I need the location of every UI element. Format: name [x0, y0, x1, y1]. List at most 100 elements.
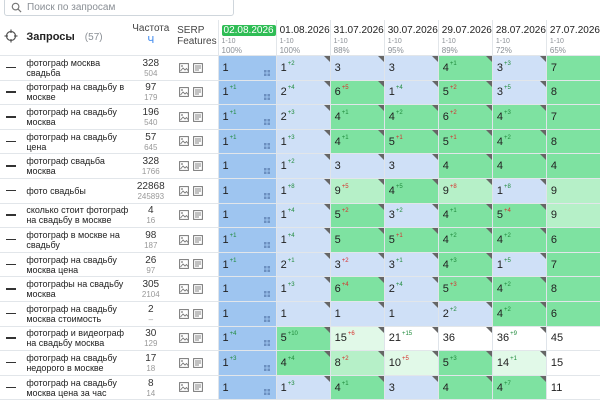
header-date-2[interactable]: 31.07.2026 1-10 88% [329, 20, 385, 56]
remove-icon[interactable] [5, 165, 16, 167]
position-cell[interactable]: 1+4 [275, 203, 331, 229]
query-cell[interactable]: фотограф москва свадьба [21, 55, 131, 81]
position-cell[interactable]: 4+2 [491, 227, 547, 253]
position-cell[interactable]: 21+15 [383, 326, 439, 352]
position-cell[interactable]: 3 [329, 55, 385, 81]
header-date-5[interactable]: 28.07.2026 1-10 72% [491, 20, 547, 56]
position-cell[interactable]: 4+2 [437, 227, 493, 253]
grid-icon[interactable] [263, 364, 270, 371]
position-cell[interactable]: 5+1 [383, 227, 439, 253]
snippet-icon[interactable] [193, 185, 204, 196]
position-cell[interactable]: 3+2 [329, 252, 385, 278]
position-cell[interactable]: 4+5 [383, 178, 439, 204]
position-cell[interactable]: 7 [545, 252, 600, 278]
remove-icon[interactable] [5, 337, 16, 339]
snippet-icon[interactable] [193, 234, 204, 245]
position-cell[interactable]: 1 [217, 276, 277, 302]
query-cell[interactable]: фотограф свадьба москва [21, 153, 131, 179]
position-cell[interactable]: 3 [383, 375, 439, 400]
snippet-icon[interactable] [193, 62, 204, 73]
target-icon[interactable] [4, 29, 18, 43]
image-icon[interactable] [179, 284, 190, 294]
position-cell[interactable]: 5+3 [437, 276, 493, 302]
remove-icon[interactable] [5, 386, 16, 389]
image-icon[interactable] [179, 87, 190, 98]
remove-icon[interactable] [5, 361, 16, 364]
position-cell[interactable]: 3+5 [491, 80, 547, 106]
image-icon[interactable] [179, 111, 190, 122]
remove-icon[interactable] [5, 66, 16, 69]
grid-icon[interactable] [263, 94, 270, 101]
remove-icon[interactable] [5, 238, 16, 241]
remove-icon[interactable] [5, 312, 16, 315]
remove-icon[interactable] [5, 140, 16, 143]
remove-icon[interactable] [5, 116, 16, 118]
position-cell[interactable]: 4 [491, 153, 547, 179]
query-cell[interactable]: фотограф на свадьбу москва стоимость [21, 301, 131, 327]
image-icon[interactable] [179, 333, 190, 343]
grid-icon[interactable] [263, 241, 270, 248]
position-cell[interactable]: 1+2 [275, 55, 331, 81]
position-cell[interactable]: 1 [275, 301, 331, 327]
position-cell[interactable]: 4+1 [437, 203, 493, 229]
grid-icon[interactable] [263, 340, 270, 347]
position-cell[interactable]: 36 [437, 326, 493, 352]
image-icon[interactable] [179, 308, 190, 319]
position-cell[interactable]: 4 [437, 153, 493, 179]
image-icon[interactable] [179, 136, 190, 147]
snippet-icon[interactable] [193, 87, 204, 98]
position-cell[interactable]: 8+2 [329, 350, 385, 376]
position-cell[interactable]: 1+1 [217, 129, 277, 155]
query-cell[interactable]: фото свадьбы [21, 178, 131, 204]
search-input[interactable] [27, 0, 227, 14]
position-cell[interactable]: 5+4 [491, 203, 547, 229]
position-cell[interactable]: 8 [545, 80, 600, 106]
position-cell[interactable]: 6 [545, 301, 600, 327]
snippet-icon[interactable] [193, 161, 204, 171]
image-icon[interactable] [179, 210, 190, 221]
image-icon[interactable] [179, 62, 190, 73]
remove-icon[interactable] [5, 91, 16, 93]
position-cell[interactable]: 9 [545, 178, 600, 204]
position-cell[interactable]: 5+1 [437, 129, 493, 155]
position-cell[interactable]: 1+1 [217, 104, 277, 130]
position-cell[interactable]: 1+3 [217, 350, 277, 376]
header-date-3[interactable]: 30.07.2026 1-10 95% [383, 20, 439, 56]
grid-icon[interactable] [263, 118, 270, 125]
grid-icon[interactable] [263, 389, 270, 396]
position-cell[interactable]: 3+3 [491, 55, 547, 81]
position-cell[interactable]: 4+2 [491, 301, 547, 327]
position-cell[interactable]: 10+5 [383, 350, 439, 376]
remove-icon[interactable] [5, 214, 16, 216]
position-cell[interactable]: 1 [217, 375, 277, 400]
position-cell[interactable]: 7 [545, 55, 600, 81]
position-cell[interactable]: 1+4 [383, 80, 439, 106]
snippet-icon[interactable] [193, 333, 204, 343]
remove-icon[interactable] [5, 263, 16, 266]
position-cell[interactable]: 1 [217, 153, 277, 179]
position-cell[interactable]: 1+3 [275, 129, 331, 155]
position-cell[interactable]: 2+4 [275, 80, 331, 106]
position-cell[interactable]: 1 [217, 55, 277, 81]
position-cell[interactable]: 4+2 [383, 104, 439, 130]
position-cell[interactable]: 9 [545, 203, 600, 229]
position-cell[interactable]: 4+1 [437, 55, 493, 81]
position-cell[interactable]: 5 [329, 227, 385, 253]
remove-icon[interactable] [5, 288, 16, 290]
query-cell[interactable]: фотограф в москве на свадьбу [21, 227, 131, 253]
position-cell[interactable]: 6+2 [437, 104, 493, 130]
remove-icon[interactable] [5, 189, 16, 192]
position-cell[interactable]: 4+3 [491, 104, 547, 130]
snippet-icon[interactable] [193, 357, 204, 368]
frequency-type-link[interactable]: Ч [147, 35, 155, 46]
position-cell[interactable]: 4+2 [491, 129, 547, 155]
header-date-6[interactable]: 27.07.2026 1-10 65% [545, 20, 600, 56]
header-date-4[interactable]: 29.07.2026 1-10 89% [437, 20, 493, 56]
position-cell[interactable]: 1+3 [275, 276, 331, 302]
snippet-icon[interactable] [193, 308, 204, 319]
position-cell[interactable]: 4 [437, 375, 493, 400]
position-cell[interactable]: 1+4 [217, 326, 277, 352]
snippet-icon[interactable] [193, 210, 204, 221]
position-cell[interactable]: 4+1 [329, 375, 385, 400]
query-cell[interactable]: фотограф на свадьбу москва цена [21, 252, 131, 278]
